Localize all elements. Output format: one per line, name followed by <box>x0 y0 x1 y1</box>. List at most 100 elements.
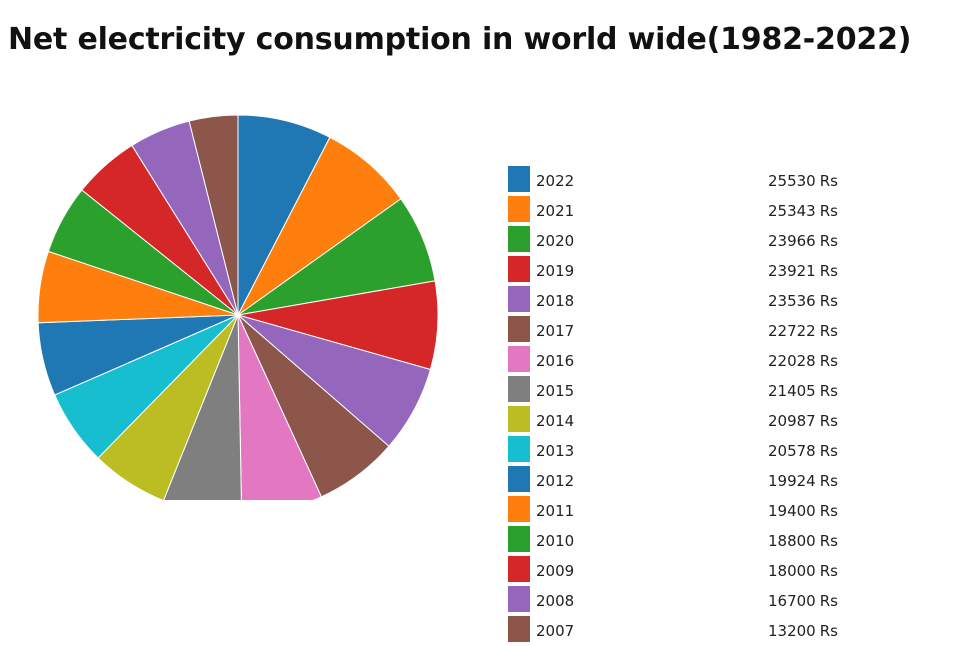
legend-swatch <box>508 286 530 312</box>
legend-swatch <box>508 346 530 372</box>
legend-swatch <box>508 436 530 462</box>
legend-item-2008[interactable]: 2008 16700 Rs <box>508 586 928 616</box>
legend-label: 2007 <box>536 622 575 640</box>
legend-label: 2022 <box>536 172 575 190</box>
legend-swatch <box>508 556 530 582</box>
legend-item-2016[interactable]: 2016 22028 Rs <box>508 346 928 376</box>
pie-chart <box>37 114 439 500</box>
legend-label: 2013 <box>536 442 575 460</box>
legend-value-number: 22722 <box>768 322 816 340</box>
legend-value: 18000 Rs <box>768 562 838 580</box>
pie-slice-2007[interactable] <box>188 114 239 316</box>
legend-value-unit: Rs <box>819 172 838 190</box>
legend-value-number: 13200 <box>768 622 816 640</box>
legend-value: 18800 Rs <box>768 532 838 550</box>
legend-swatch <box>508 406 530 432</box>
legend-value: 23921 Rs <box>768 262 838 280</box>
legend-value-number: 20987 <box>768 412 816 430</box>
legend-value: 21405 Rs <box>768 382 838 400</box>
pie-slice-2021[interactable] <box>237 136 402 316</box>
legend-swatch <box>508 616 530 642</box>
legend-item-2019[interactable]: 2019 23921 Rs <box>508 256 928 286</box>
legend-value-unit: Rs <box>819 382 838 400</box>
legend-value-unit: Rs <box>819 262 838 280</box>
legend-item-2013[interactable]: 2013 20578 Rs <box>508 436 928 466</box>
legend-value-number: 19924 <box>768 472 816 490</box>
legend-value-number: 23921 <box>768 262 816 280</box>
legend-label: 2015 <box>536 382 575 400</box>
legend-item-2022[interactable]: 2022 25530 Rs <box>508 166 928 196</box>
legend-value: 13200 Rs <box>768 622 838 640</box>
legend-value: 19924 Rs <box>768 472 838 490</box>
legend-value-number: 25343 <box>768 202 816 220</box>
legend-label: 2008 <box>536 592 575 610</box>
legend-value-unit: Rs <box>819 202 838 220</box>
legend-label: 2012 <box>536 472 575 490</box>
legend-value-number: 20578 <box>768 442 816 460</box>
legend-swatch <box>508 196 530 222</box>
legend-value: 22722 Rs <box>768 322 838 340</box>
legend-item-2015[interactable]: 2015 21405 Rs <box>508 376 928 406</box>
legend-label: 2019 <box>536 262 575 280</box>
legend-item-2017[interactable]: 2017 22722 Rs <box>508 316 928 346</box>
legend-value-number: 16700 <box>768 592 816 610</box>
legend-label: 2009 <box>536 562 575 580</box>
legend-label: 2010 <box>536 532 575 550</box>
legend-label: 2021 <box>536 202 575 220</box>
pie-slice-2015[interactable] <box>163 314 242 500</box>
legend-value-unit: Rs <box>819 622 838 640</box>
legend-value-unit: Rs <box>819 472 838 490</box>
legend-item-2020[interactable]: 2020 23966 Rs <box>508 226 928 256</box>
legend-swatch <box>508 376 530 402</box>
legend-value-unit: Rs <box>819 322 838 340</box>
legend-swatch <box>508 526 530 552</box>
legend-value: 19400 Rs <box>768 502 838 520</box>
legend-value: 20987 Rs <box>768 412 838 430</box>
legend-value-unit: Rs <box>819 442 838 460</box>
legend-value-unit: Rs <box>819 532 838 550</box>
legend-value-unit: Rs <box>819 412 838 430</box>
legend-value: 23966 Rs <box>768 232 838 250</box>
legend-value-number: 22028 <box>768 352 816 370</box>
legend: 2022 25530 Rs 2021 25343 Rs 2020 23966 Rs 2019 239… <box>508 166 928 646</box>
legend-label: 2020 <box>536 232 575 250</box>
legend-item-2009[interactable]: 2009 18000 Rs <box>508 556 928 586</box>
legend-item-2010[interactable]: 2010 18800 Rs <box>508 526 928 556</box>
legend-swatch <box>508 166 530 192</box>
legend-value-number: 18000 <box>768 562 816 580</box>
legend-value-number: 19400 <box>768 502 816 520</box>
legend-label: 2018 <box>536 292 575 310</box>
legend-value-number: 23966 <box>768 232 816 250</box>
legend-value: 22028 Rs <box>768 352 838 370</box>
legend-value-unit: Rs <box>819 232 838 250</box>
legend-label: 2016 <box>536 352 575 370</box>
pie-slice-2016[interactable] <box>237 314 323 500</box>
legend-label: 2014 <box>536 412 575 430</box>
legend-value-unit: Rs <box>819 352 838 370</box>
legend-swatch <box>508 316 530 342</box>
legend-item-2012[interactable]: 2012 19924 Rs <box>508 466 928 496</box>
legend-label: 2017 <box>536 322 575 340</box>
pie-slice-2022[interactable] <box>237 114 331 316</box>
legend-item-2011[interactable]: 2011 19400 Rs <box>508 496 928 526</box>
legend-value: 20578 Rs <box>768 442 838 460</box>
chart-title: Net electricity consumption in world wid… <box>8 22 912 57</box>
legend-item-2021[interactable]: 2021 25343 Rs <box>508 196 928 226</box>
legend-item-2007[interactable]: 2007 13200 Rs <box>508 616 928 646</box>
legend-value-unit: Rs <box>819 502 838 520</box>
legend-value: 25343 Rs <box>768 202 838 220</box>
legend-swatch <box>508 226 530 252</box>
legend-value: 23536 Rs <box>768 292 838 310</box>
legend-value-number: 21405 <box>768 382 816 400</box>
legend-swatch <box>508 256 530 282</box>
legend-swatch <box>508 466 530 492</box>
legend-value-number: 23536 <box>768 292 816 310</box>
legend-item-2018[interactable]: 2018 23536 Rs <box>508 286 928 316</box>
legend-value-number: 25530 <box>768 172 816 190</box>
legend-item-2014[interactable]: 2014 20987 Rs <box>508 406 928 436</box>
legend-label: 2011 <box>536 502 575 520</box>
legend-value: 25530 Rs <box>768 172 838 190</box>
legend-swatch <box>508 586 530 612</box>
legend-value-unit: Rs <box>819 562 838 580</box>
legend-value-unit: Rs <box>819 592 838 610</box>
